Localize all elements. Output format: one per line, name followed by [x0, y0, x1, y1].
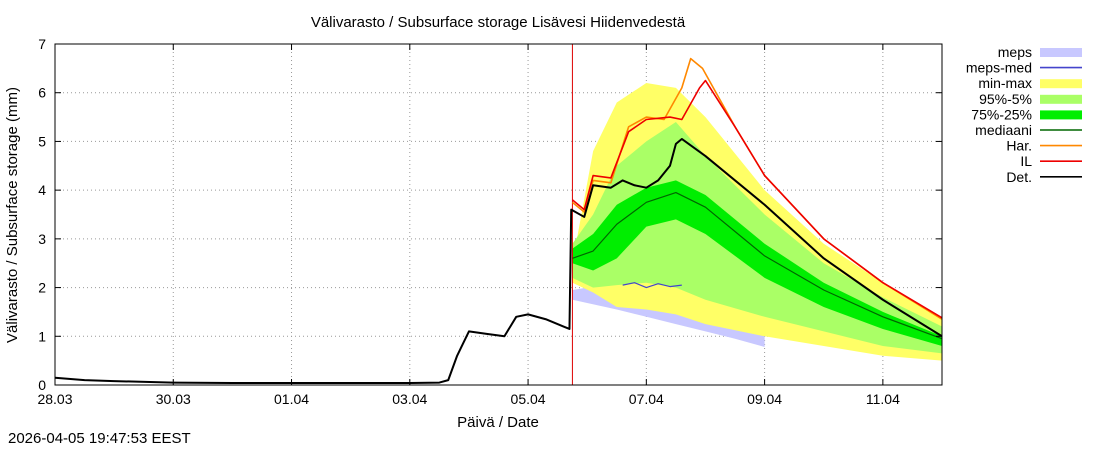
x-tick-label-6: 09.04 [747, 391, 782, 407]
y-tick-label-5: 5 [38, 133, 46, 149]
x-axis-label: Päivä / Date [457, 414, 539, 431]
legend-swatch-2 [1040, 79, 1082, 89]
chart-title: Välivarasto / Subsurface storage Lisäves… [311, 14, 686, 31]
y-tick-label-2: 2 [38, 280, 46, 296]
x-tick-label-0: 28.03 [37, 391, 72, 407]
x-tick-label-4: 05.04 [511, 391, 546, 407]
legend-swatch-0 [1040, 48, 1082, 57]
x-tick-label-3: 03.04 [392, 391, 427, 407]
series-det- [54, 137, 943, 385]
y-tick-label-7: 7 [38, 36, 46, 52]
legend-label-5: mediaani [975, 122, 1032, 138]
y-tick-label-4: 4 [38, 182, 46, 198]
y-tick-label-3: 3 [38, 231, 46, 247]
x-tick-label-1: 30.03 [156, 391, 191, 407]
series-meps-med [622, 282, 682, 289]
legend-label-3: 95%-5% [979, 91, 1032, 107]
legend-label-7: IL [1020, 153, 1032, 169]
y-tick-label-0: 0 [38, 377, 46, 393]
legend-swatch-3 [1040, 94, 1082, 104]
series-mediaani [572, 191, 943, 340]
x-tick-label-2: 01.04 [274, 391, 309, 407]
x-tick-label-7: 11.04 [866, 391, 900, 407]
band-75-25- [572, 180, 942, 347]
legend-label-8: Det. [1006, 169, 1032, 185]
x-tick-label-5: 07.04 [629, 391, 664, 407]
y-tick-label-1: 1 [38, 328, 46, 344]
legend-label-4: 75%-25% [971, 106, 1032, 122]
legend-swatch-4 [1040, 110, 1082, 120]
y-tick-label-6: 6 [38, 85, 46, 101]
plot-frame [54, 43, 943, 386]
legend-label-2: min-max [978, 75, 1032, 91]
series-il [571, 79, 943, 319]
legend-label-0: meps [998, 44, 1032, 60]
legend-label-6: Har. [1006, 138, 1032, 154]
y-axis-label: Välivarasto / Subsurface storage (mm) [4, 87, 21, 343]
timestamp: 2026-04-05 19:47:53 EEST [8, 430, 191, 447]
legend-label-1: meps-med [966, 60, 1032, 76]
